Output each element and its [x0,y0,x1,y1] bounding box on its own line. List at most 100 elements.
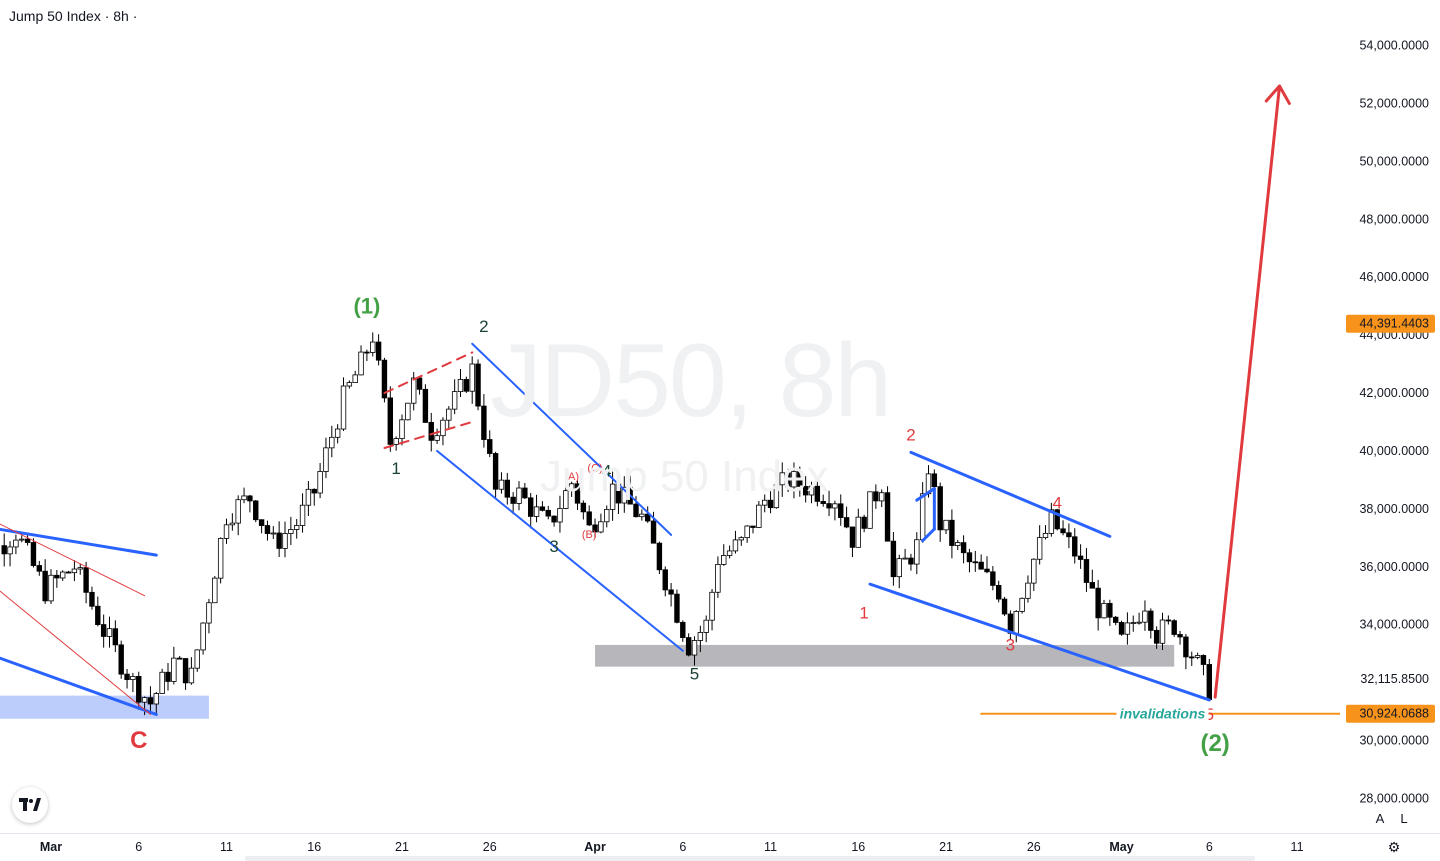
channel-upper-2[interactable] [471,342,673,536]
candle-bull [334,428,341,438]
tradingview-logo-icon[interactable] [12,787,48,823]
candle-bear [422,388,429,423]
candle-bull [1036,537,1043,560]
candle-bear [785,472,791,488]
tradingview-logo-glyph [19,798,41,811]
candle-bull [434,435,440,441]
channel-lower-2[interactable] [436,449,684,652]
candle-bear [574,483,581,504]
candle-bear [364,351,370,354]
candle-bear [1153,629,1160,644]
candle-bull [346,382,353,387]
candle-bear [176,657,183,660]
price-axis[interactable] [1340,0,1440,832]
candle-bear [680,621,686,638]
candle-bear [668,589,674,595]
candle-bear [650,520,657,544]
y-tick-label: 52,000.0000 [1359,96,1429,110]
candle-bull [697,632,704,641]
candle-bull [469,363,475,392]
x-tick-label: 6 [679,840,686,854]
projection-arrow[interactable] [1213,84,1281,699]
y-tick-label: 30,000.0000 [1359,734,1429,748]
y-tick-label: 28,000.0000 [1359,791,1429,805]
wave-label: (1) [353,294,380,319]
candle-bear [1001,598,1008,615]
demand-zone-blue[interactable] [0,695,209,719]
candle-bear [545,509,551,517]
candle-bear [481,405,487,440]
candle-bull [609,483,616,510]
support-zone-gray[interactable] [595,644,1175,667]
candle-bull [235,499,241,524]
candle-bear [685,637,692,656]
candle-bear [1171,620,1177,635]
candle-bull [773,484,780,509]
channel-upper-1[interactable] [0,523,158,557]
candle-bull [323,447,329,472]
candle-bull [1124,622,1131,635]
candle-bull [867,491,873,529]
candle-bull [1019,597,1025,612]
candle-bear [1206,664,1212,701]
time-scrollbar[interactable] [245,856,1255,861]
candle-bear [1148,610,1154,631]
candle-bear [838,503,844,518]
log-scale-button[interactable]: L [1400,810,1408,826]
x-tick-label: 11 [1291,840,1304,854]
mini-triangle-3[interactable] [921,527,936,543]
wave-label: invalidations [1120,706,1206,722]
candle-bear [89,591,95,607]
candle-bull [1194,655,1201,658]
candle-bear [826,503,832,509]
channel-lower-1[interactable] [0,645,158,716]
candle-bull [943,519,949,531]
candle-bull [1142,610,1148,623]
candle-bull [604,509,610,523]
candle-bear [124,673,130,680]
candle-bear [1165,619,1172,622]
y-tick-label: 36,000.0000 [1359,560,1429,574]
wedge-red-upper[interactable] [0,515,146,597]
candle-bull [241,495,247,501]
candle-bull [141,697,148,703]
mini-triangle-1[interactable] [915,487,936,502]
candle-bull [223,524,230,539]
wave-label: 3 [549,537,558,556]
gear-icon[interactable]: ⚙ [1387,838,1401,855]
candle-bull [703,619,709,633]
candle-bear [165,671,171,682]
candle-bull [340,385,347,430]
wave-label: 1 [391,459,400,478]
diagonal-lower[interactable] [868,582,1211,702]
flag-red-upper[interactable] [383,351,474,394]
candle-bear [487,439,493,454]
wave-label: 3 [1006,635,1015,654]
candle-bear [551,515,557,523]
y-tick-label: 32,115.8500 [1360,672,1429,686]
candle-bull [879,492,885,502]
x-tick-label: 26 [1027,840,1041,854]
candle-bear [820,500,826,504]
candle-bull [410,377,417,404]
candle-bull [171,657,177,682]
candle-bear [381,359,388,399]
candle-bull [498,479,505,490]
wedge-red-lower[interactable] [0,561,151,715]
candle-bear [996,585,1002,600]
price-tag [1346,704,1435,723]
auto-scale-button[interactable]: A [1375,810,1385,826]
candle-bull [317,471,323,494]
candle-bear [937,486,943,531]
flag-red-lower[interactable] [383,420,474,450]
invalidation-label-bg [1116,704,1209,723]
candle-bull [919,493,926,541]
candle-bull [293,525,300,530]
wave-label: 1 [859,604,868,623]
candle-bear [247,495,253,502]
candle-bull [7,546,13,555]
diagonal-upper[interactable] [909,450,1112,538]
candle-bear [1,545,7,555]
candle-bull [159,671,165,694]
